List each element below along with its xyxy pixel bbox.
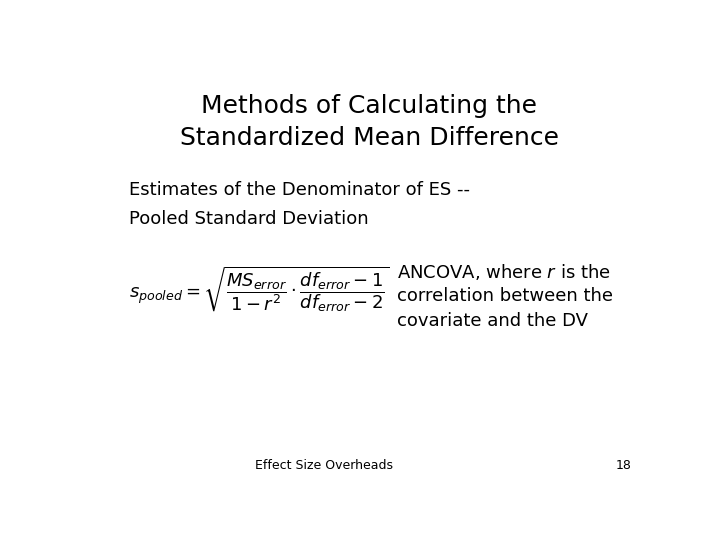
Text: Methods of Calculating the
Standardized Mean Difference: Methods of Calculating the Standardized … [179, 94, 559, 150]
Text: ANCOVA, where $r$ is the: ANCOVA, where $r$ is the [397, 262, 611, 282]
Text: 18: 18 [616, 460, 631, 472]
Text: covariate and the DV: covariate and the DV [397, 312, 588, 330]
Text: Effect Size Overheads: Effect Size Overheads [256, 460, 393, 472]
Text: $s_{\mathit{pooled}} = \sqrt{\dfrac{\mathit{MS}_{\mathit{error}}}{1-r^2} \cdot \: $s_{\mathit{pooled}} = \sqrt{\dfrac{\mat… [129, 265, 389, 314]
Text: Pooled Standard Deviation: Pooled Standard Deviation [129, 210, 369, 228]
Text: Estimates of the Denominator of ES --: Estimates of the Denominator of ES -- [129, 181, 470, 199]
Text: correlation between the: correlation between the [397, 287, 613, 305]
